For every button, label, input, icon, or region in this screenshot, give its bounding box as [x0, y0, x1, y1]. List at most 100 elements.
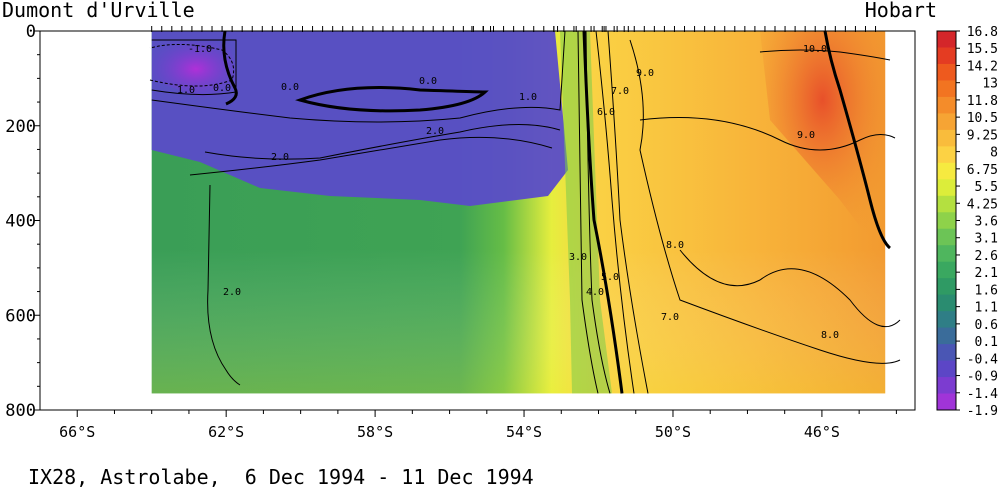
frontal-green-band	[560, 31, 612, 394]
y-tick-label: 200	[5, 117, 36, 137]
x-tick-label: 66°S	[59, 423, 95, 441]
colorbar: 16.8 15.5 14.2 13 11.8 10.5 9.25 8 6.75 5.5 4.25 3.…	[936, 25, 998, 419]
colorbar-swatch	[937, 96, 956, 114]
colorbar-label: 10.5	[967, 111, 998, 126]
isotherm-label: 10.0	[803, 44, 827, 55]
colorbar-swatch	[937, 261, 956, 279]
isotherm-line	[823, 30, 892, 250]
isotherm-line	[149, 43, 235, 87]
isotherm-label: 0.0	[281, 82, 299, 93]
isotherm-label: 5.0	[601, 272, 619, 283]
colorbar-label: 5.5	[975, 180, 998, 195]
colorbar-swatch	[937, 195, 956, 213]
colorbar-label: 2.6	[975, 249, 998, 264]
colorbar-label: 1.1	[975, 301, 998, 316]
colorbar-swatch	[937, 179, 956, 197]
colorbar-swatch	[937, 129, 956, 147]
isotherm-line	[295, 86, 489, 113]
y-tick-label: 0	[26, 22, 36, 42]
isotherm-labels: -1.0 1.0 0.0 0.0 0.0 1.0 2.0 2.0 2.0 3.0 4.0 5.0 6.0…	[177, 44, 839, 341]
isotherm-line	[629, 39, 901, 364]
colorbar-swatch	[937, 344, 956, 362]
y-tick-label: 800	[5, 401, 36, 421]
colorbar-label: 14.2	[967, 59, 998, 74]
isotherm-line	[151, 30, 566, 123]
colorbar-label: -1.9	[967, 404, 998, 419]
isotherm-label: 2.0	[223, 287, 241, 298]
isotherm-line	[222, 30, 238, 106]
x-tick-label: 54°S	[506, 423, 542, 441]
colorbar-swatch	[937, 31, 956, 48]
isotherm-label: 1.0	[519, 92, 537, 103]
x-tick-label: 50°S	[655, 423, 691, 441]
isotherm-line	[607, 30, 649, 394]
isotherm-label: -1.0	[188, 44, 212, 55]
isotherm-line	[639, 117, 896, 151]
cold-core-patch	[151, 40, 240, 98]
y-tick-label: 600	[5, 306, 36, 326]
section-field: -1.0 1.0 0.0 0.0 0.0 1.0 2.0 2.0 2.0 3.0 4.0 5.0 6.0…	[149, 30, 901, 394]
warm-surface-patch	[760, 31, 886, 260]
isotherm-label: 8.0	[666, 240, 684, 251]
colorbar-label: 9.25	[967, 128, 998, 143]
xbt-drop-ticks	[151, 26, 877, 32]
colorbar-swatch	[937, 212, 956, 230]
colorbar-label: 16.8	[967, 25, 998, 40]
colorbar-label: 3.6	[975, 215, 998, 230]
isotherm-label: 4.0	[586, 287, 604, 298]
isotherm-lines	[149, 30, 901, 394]
colorbar-label: -0.9	[967, 370, 998, 385]
isotherm-line	[204, 123, 561, 160]
isotherm-line	[189, 136, 553, 176]
isotherm-label: 2.0	[426, 126, 444, 137]
cold-water-patch	[151, 31, 568, 206]
isotherm-label: 3.0	[569, 252, 587, 263]
isotherm-line	[577, 30, 599, 394]
colorbar-swatch	[937, 278, 956, 296]
isotherm-line	[679, 249, 901, 328]
isotherm-label: 7.0	[611, 86, 629, 97]
colorbar-label: -0.4	[967, 352, 998, 367]
colorbar-swatch	[937, 311, 956, 329]
x-axis: 66°S 62°S 58°S 54°S 50°S 46°S	[59, 410, 897, 441]
isotherm-label: 0.0	[213, 83, 231, 94]
isotherm-label: 1.0	[177, 85, 195, 96]
y-axis: 0 200 400 600 800	[5, 22, 40, 421]
colorbar-label: 11.8	[967, 94, 998, 109]
colorbar-label: 15.5	[967, 42, 998, 57]
x-tick-label: 46°S	[804, 423, 840, 441]
colorbar-label: 1.6	[975, 283, 998, 298]
isotherm-line	[207, 184, 241, 386]
colorbar-swatch	[937, 113, 956, 131]
colorbar-label: -1.4	[967, 387, 998, 402]
isotherm-label: 6.0	[597, 107, 615, 118]
x-tick-label: 62°S	[208, 423, 244, 441]
colorbar-swatch	[937, 327, 956, 345]
isotherm-label: 8.0	[821, 330, 839, 341]
colorbar-label: 0.6	[975, 318, 998, 333]
colorbar-swatch	[937, 294, 956, 312]
colorbar-swatch	[937, 63, 956, 81]
colorbar-swatch	[937, 393, 956, 411]
colorbar-label: 8	[990, 146, 998, 161]
isotherm-line	[595, 30, 635, 394]
right-station-label: Hobart	[865, 0, 937, 22]
left-station-label: Dumont d'Urville	[2, 0, 195, 22]
colorbar-swatch	[937, 80, 956, 98]
colorbar-swatch	[937, 47, 956, 65]
colorbar-swatch	[937, 162, 956, 180]
chart-title: IX28, Astrolabe, 6 Dec 1994 - 11 Dec 199…	[28, 465, 534, 489]
colorbar-swatch	[937, 228, 956, 246]
colorbar-label: 0.1	[975, 335, 998, 350]
colorbar-label: 3.1	[975, 232, 998, 247]
colorbar-swatch	[937, 377, 956, 395]
y-tick-label: 400	[5, 212, 36, 232]
colorbar-label: 2.1	[975, 266, 998, 281]
colorbar-swatch	[937, 245, 956, 263]
isotherm-line	[759, 49, 891, 61]
colorbar-swatch	[937, 146, 956, 164]
isotherm-line	[582, 30, 624, 394]
colorbar-label: 4.25	[967, 197, 998, 212]
isotherm-label: 0.0	[419, 76, 437, 87]
